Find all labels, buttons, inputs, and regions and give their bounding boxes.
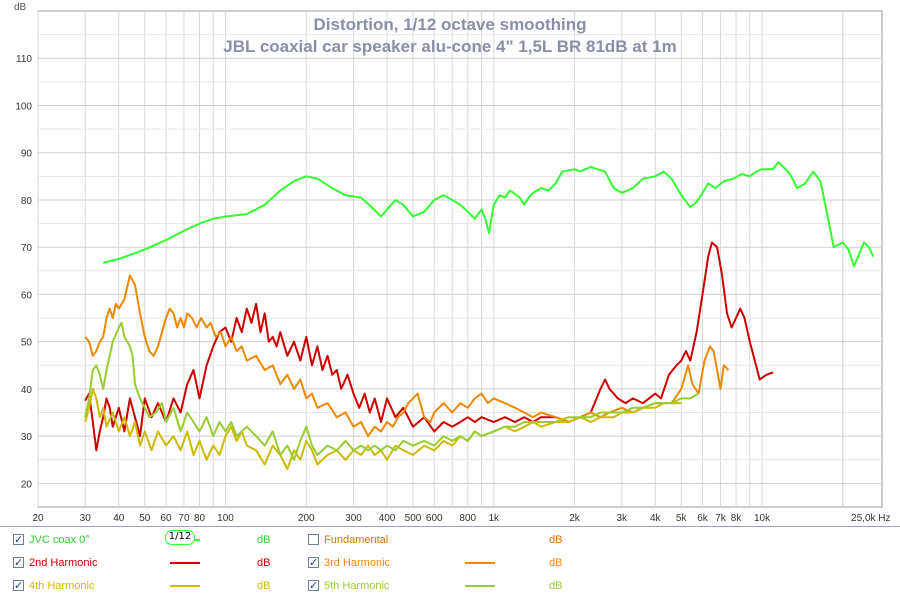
x-tick-labels: 20 30 40 50 60 70 80 100 200 300 400 500 600 800 1k 2k 3… [32,513,890,524]
x-tick-label: 10k [754,513,771,524]
x-tick-label: 70 [178,513,190,524]
x-tick-label: 50 [139,513,151,524]
legend-unit: dB [257,534,271,546]
legend-unit: dB [257,557,271,569]
series-line-5th-harmonic [84,321,700,461]
legend-item-5th-harmonic: 5th Harmonic dB [308,577,569,595]
x-tick-label: 600 [426,513,443,524]
legend-line-swatch [465,562,495,564]
legend-unit: dB [257,580,271,592]
x-tick-label: 200 [298,513,315,524]
series-line-4th-harmonic [84,387,682,471]
legend-label: 4th Harmonic [29,580,95,592]
legend-line-swatch [170,562,200,564]
legend-unit: dB [549,580,563,592]
x-tick-label: 400 [379,513,396,524]
x-tick-label: 5k [676,513,688,524]
y-tick-label: 30 [21,432,33,443]
legend-unit: dB [549,534,563,546]
legend-checkbox[interactable] [13,531,24,549]
legend-item-4th-harmonic: 4th Harmonic dB [13,577,277,595]
y-tick-label: 50 [21,338,33,349]
x-tick-label: 80 [194,513,206,524]
x-tick-label: 6k [697,513,709,524]
legend-checkbox[interactable] [13,554,24,572]
x-tick-label: 3k [616,513,628,524]
x-tick-label: 25,0k Hz [851,513,890,524]
grid [37,11,882,507]
legend-line-swatch [170,585,200,587]
legend-label: 5th Harmonic [324,580,390,592]
x-tick-label: 8k [731,513,743,524]
legend-checkbox[interactable] [308,534,319,545]
legend-checkbox[interactable] [308,554,319,572]
series-lines [84,161,875,471]
x-tick-label: 30 [80,513,92,524]
x-tick-label: 4k [650,513,662,524]
x-tick-label: 500 [405,513,422,524]
plot-area [37,10,883,508]
legend-label: 3rd Harmonic [324,557,391,569]
legend-unit: dB [549,557,563,569]
legend-checkbox[interactable] [308,577,319,595]
legend-item-3rd-harmonic: 3rd Harmonic dB [308,554,569,572]
legend-item-fundamental: Fundamental dB [308,531,569,549]
x-tick-label: 20 [32,513,44,524]
y-tick-label: 100 [15,101,32,112]
legend-label: Fundamental [324,534,389,546]
y-tick-label: 60 [21,290,33,301]
series-line-2nd-harmonic [84,241,774,452]
chart-subtitle: JBL coaxial car speaker alu-cone 4" 1,5L… [223,37,676,56]
x-tick-label: 60 [160,513,172,524]
legend-label: JVC coax 0° [29,534,90,546]
legend-label: 2nd Harmonic [29,557,98,569]
smoothing-label: 1/12 [168,531,192,542]
x-tick-label: 300 [345,513,362,524]
y-tick-label: 90 [21,149,33,160]
x-tick-label: 800 [459,513,476,524]
smoothing-button[interactable]: 1/12 [165,530,195,545]
x-tick-label: 100 [217,513,234,524]
series-line-jvc-coax-0- [102,161,875,268]
legend-item-2nd-harmonic: 2nd Harmonic dB [13,554,277,572]
distortion-chart: 20 30 40 50 60 70 80 90 100 110 20 30 40 50 60 70 80 100… [14,2,891,524]
legend-checkbox[interactable] [13,577,24,595]
y-tick-label: 70 [21,243,33,254]
legend-item-jvc-coax-0: JVC coax 0° dB [13,531,277,549]
y-tick-label: 40 [21,385,33,396]
legend-panel: JVC coax 0° dB Fundamental dB 2nd Harmonic dB… [0,526,900,599]
y-tick-labels: 20 30 40 50 60 70 80 90 100 110 [15,54,32,490]
legend-line-swatch [465,585,495,587]
x-tick-label: 2k [569,513,581,524]
chart-title: Distortion, 1/12 octave smoothing [314,15,587,34]
y-tick-label: 80 [21,196,33,207]
y-tick-label: 110 [16,54,32,65]
x-tick-label: 7k [715,513,727,524]
x-tick-label: 40 [113,513,125,524]
y-tick-label: 20 [21,479,33,490]
x-tick-label: 1k [488,513,500,524]
y-axis-label: dB [14,2,27,13]
